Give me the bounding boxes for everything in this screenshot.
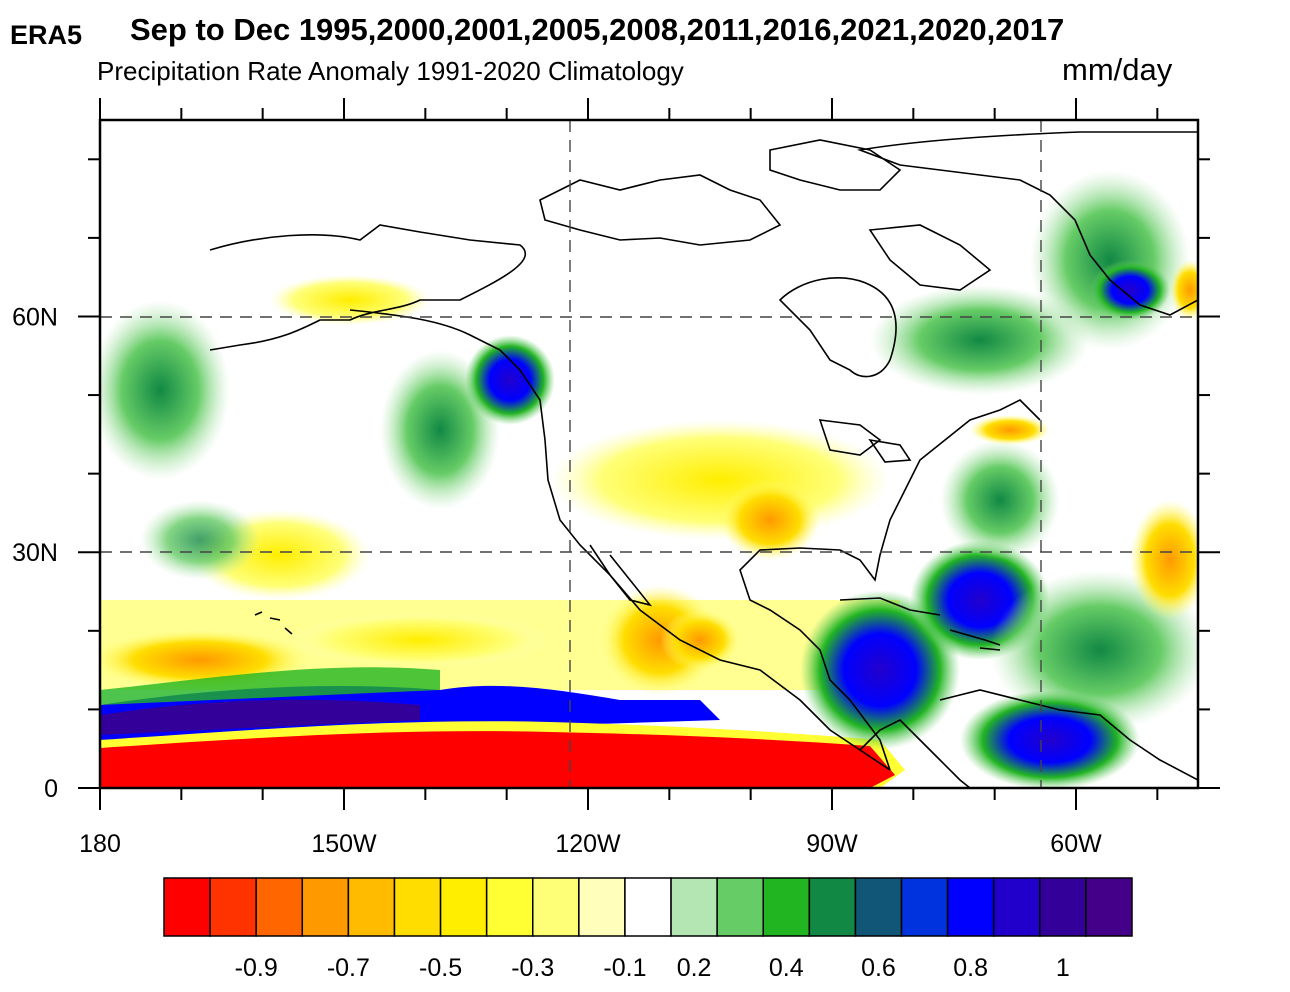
colorbar-label: -0.9 bbox=[235, 954, 278, 982]
colorbar bbox=[163, 877, 1133, 937]
map-frame bbox=[98, 118, 1200, 790]
colorbar-swatch bbox=[624, 877, 672, 937]
gridlines bbox=[100, 120, 1198, 788]
colorbar-swatch bbox=[393, 877, 442, 937]
units-label: mm/day bbox=[1062, 52, 1173, 87]
y-tick-label: 60N bbox=[12, 303, 58, 331]
colorbar-swatch bbox=[1085, 877, 1133, 937]
colorbar-swatch bbox=[485, 877, 534, 937]
colorbar-label: -0.7 bbox=[327, 954, 370, 982]
anomaly-field bbox=[100, 120, 1198, 788]
colorbar-swatch bbox=[347, 877, 396, 937]
colorbar-label: 1 bbox=[1056, 954, 1070, 982]
colorbar-swatch bbox=[808, 877, 857, 937]
y-tick-label: 30N bbox=[12, 539, 58, 567]
colorbar-swatch bbox=[578, 877, 626, 937]
colorbar-label: -0.5 bbox=[419, 954, 462, 982]
colorbar-label: 0.4 bbox=[769, 954, 804, 982]
colorbar-swatch bbox=[301, 877, 350, 937]
colorbar-swatch bbox=[255, 877, 304, 937]
colorbar-swatch bbox=[670, 877, 718, 937]
colorbar-label: 0.6 bbox=[861, 954, 896, 982]
colorbar-label: 0.8 bbox=[953, 954, 988, 982]
colorbar-swatch bbox=[946, 877, 995, 937]
x-tick-label: 60W bbox=[1050, 830, 1102, 858]
x-tick-label: 120W bbox=[555, 830, 621, 858]
colorbar-swatch bbox=[439, 877, 488, 937]
colorbar-swatch bbox=[992, 877, 1041, 937]
x-tick-label: 90W bbox=[806, 830, 858, 858]
axis-labels: 180 150W 120W 90W 60W 0 30N 60N bbox=[12, 303, 1102, 858]
x-tick-label: 180 bbox=[79, 830, 121, 858]
coastlines bbox=[209, 131, 1198, 788]
axis-ticks bbox=[78, 98, 1220, 810]
colorbar-swatch bbox=[1039, 877, 1087, 937]
dataset-label: ERA5 bbox=[10, 20, 83, 50]
map-subtitle: Precipitation Rate Anomaly 1991-2020 Cli… bbox=[97, 56, 684, 86]
colorbar-swatch bbox=[900, 877, 949, 937]
x-tick-label: 150W bbox=[311, 830, 377, 858]
map-title: Sep to Dec 1995,2000,2001,2005,2008,2011… bbox=[130, 12, 1065, 47]
colorbar-swatch bbox=[716, 877, 764, 937]
colorbar-labels: -0.9 -0.7 -0.5 -0.3 -0.1 0.2 0.4 0.6 0.8 1 bbox=[235, 954, 1070, 982]
colorbar-label: -0.3 bbox=[511, 954, 554, 982]
colorbar-label: -0.1 bbox=[603, 954, 646, 982]
y-tick-label: 0 bbox=[44, 775, 58, 803]
colorbar-label: 0.2 bbox=[677, 954, 712, 982]
colorbar-swatch bbox=[532, 877, 580, 937]
colorbar-swatch bbox=[163, 877, 211, 937]
colorbar-swatch bbox=[854, 877, 903, 937]
colorbar-swatch bbox=[209, 877, 257, 937]
colorbar-swatch bbox=[762, 877, 811, 937]
